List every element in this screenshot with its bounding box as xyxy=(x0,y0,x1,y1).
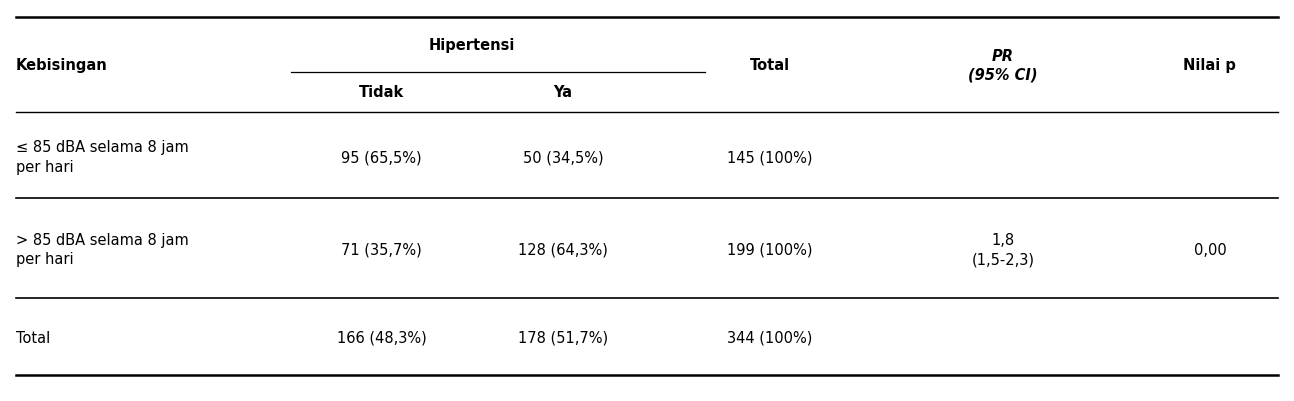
Text: Tidak: Tidak xyxy=(360,85,404,100)
Text: 95 (65,5%): 95 (65,5%) xyxy=(342,150,422,165)
Text: 344 (100%): 344 (100%) xyxy=(727,330,813,345)
Text: 178 (51,7%): 178 (51,7%) xyxy=(518,330,608,345)
Text: Nilai p: Nilai p xyxy=(1184,58,1236,73)
Text: 50 (34,5%): 50 (34,5%) xyxy=(523,150,603,165)
Text: Hipertensi: Hipertensi xyxy=(430,38,515,53)
Text: Ya: Ya xyxy=(554,85,572,100)
Text: PR
(95% CI): PR (95% CI) xyxy=(968,49,1038,82)
Text: ≤ 85 dBA selama 8 jam
per hari: ≤ 85 dBA selama 8 jam per hari xyxy=(16,140,189,174)
Text: 128 (64,3%): 128 (64,3%) xyxy=(518,242,608,257)
Text: Kebisingan: Kebisingan xyxy=(16,58,107,73)
Text: 145 (100%): 145 (100%) xyxy=(727,150,813,165)
Text: > 85 dBA selama 8 jam
per hari: > 85 dBA selama 8 jam per hari xyxy=(16,232,189,267)
Text: Total: Total xyxy=(749,58,791,73)
Text: Total: Total xyxy=(16,330,49,345)
Text: 199 (100%): 199 (100%) xyxy=(727,242,813,257)
Text: 166 (48,3%): 166 (48,3%) xyxy=(336,330,427,345)
Text: 1,8
(1,5-2,3): 1,8 (1,5-2,3) xyxy=(972,232,1034,267)
Text: 0,00: 0,00 xyxy=(1193,242,1227,257)
Text: 71 (35,7%): 71 (35,7%) xyxy=(342,242,422,257)
